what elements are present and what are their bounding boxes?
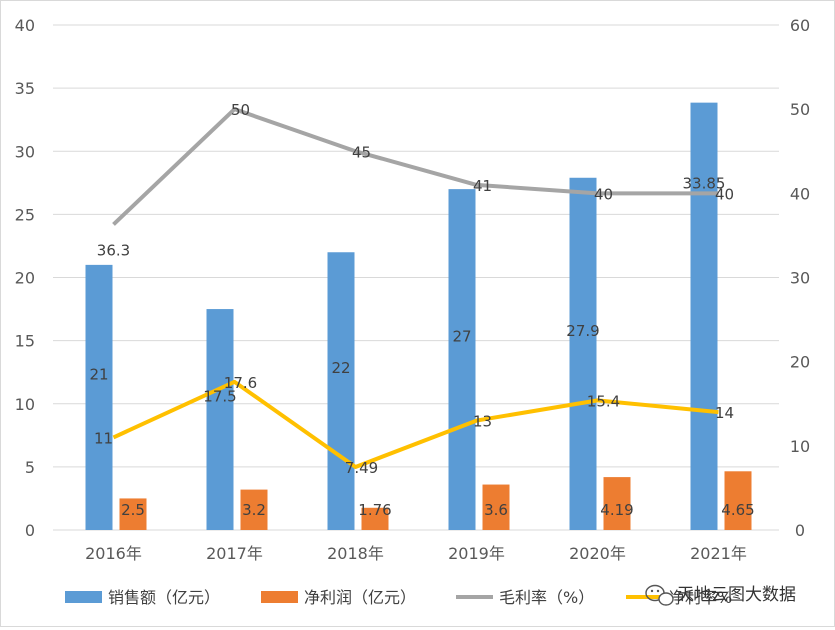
right-axis-ticks: 0 10 20 30 40 50 60 [790, 16, 810, 540]
data-label-sales: 22 [331, 359, 350, 377]
category-label: 2020年 [569, 544, 626, 563]
legend-label: 净利率% [669, 588, 732, 607]
data-label-profit: 1.76 [358, 501, 391, 519]
data-label-sales: 27.9 [566, 322, 599, 340]
legend-swatch [65, 591, 102, 603]
data-label-gross-margin: 45 [352, 143, 371, 161]
bar-sales [206, 309, 234, 530]
data-label-profit: 4.19 [600, 501, 633, 519]
right-tick-label: 10 [790, 437, 810, 456]
category-label: 2016年 [85, 544, 142, 563]
watermark: 天地云图大数据 [645, 584, 796, 606]
data-label-sales: 21 [89, 365, 108, 383]
category-label: 2017年 [206, 544, 263, 563]
data-label-net-margin: 11 [94, 429, 113, 447]
legend-item: 毛利率（%） [456, 588, 594, 607]
data-label-sales: 17.5 [203, 388, 236, 406]
left-tick-label: 5 [25, 458, 35, 477]
bar-profit [724, 471, 752, 530]
left-tick-label: 0 [25, 521, 35, 540]
right-tick-label: 50 [790, 100, 810, 119]
data-label-net-margin: 14 [715, 404, 734, 422]
right-tick-label: 30 [790, 269, 810, 288]
data-label-net-margin: 7.49 [345, 459, 378, 477]
left-tick-label: 35 [15, 79, 35, 98]
right-tick-label: 40 [790, 184, 810, 203]
right-tick-label: 20 [790, 353, 810, 372]
left-tick-label: 10 [15, 395, 35, 414]
data-label-gross-margin: 36.3 [97, 241, 130, 259]
left-axis-ticks: 0 5 10 15 20 25 30 35 40 [15, 16, 35, 540]
bar-profit [119, 498, 147, 530]
data-label-gross-margin: 50 [231, 101, 250, 119]
left-tick-label: 20 [15, 269, 35, 288]
category-label: 2021年 [690, 544, 747, 563]
lines [112, 107, 719, 469]
data-label-sales: 33.85 [683, 174, 726, 192]
category-label: 2018年 [327, 544, 384, 563]
bar-sales [448, 189, 476, 530]
data-label-profit: 4.65 [721, 501, 754, 519]
right-tick-label: 0 [795, 521, 805, 540]
legend-label: 净利润（亿元） [304, 588, 416, 607]
bar-profit [361, 507, 389, 530]
bar-sales [327, 252, 355, 530]
legend-label: 毛利率（%） [499, 588, 594, 607]
data-label-profit: 3.2 [242, 501, 266, 519]
data-label-sales: 27 [452, 328, 471, 346]
data-label-net-margin: 17.6 [224, 374, 257, 392]
legend-swatch [261, 591, 298, 603]
series-line-net-margin [112, 379, 719, 469]
category-labels: 2016年 2017年 2018年 2019年 2020年 2021年 [85, 544, 747, 563]
legend-label: 销售额（亿元） [108, 588, 220, 607]
bar-profit [240, 489, 268, 530]
left-tick-label: 40 [15, 16, 35, 35]
right-tick-label: 60 [790, 16, 810, 35]
left-tick-label: 30 [15, 142, 35, 161]
data-label-profit: 2.5 [121, 501, 145, 519]
bar-profit [482, 484, 510, 530]
data-label-profit: 3.6 [484, 501, 508, 519]
watermark-text: 天地云图大数据 [677, 585, 796, 605]
data-label-net-margin: 15.4 [587, 392, 620, 410]
bars [85, 102, 752, 531]
data-label-gross-margin: 41 [473, 177, 492, 195]
data-label-gross-margin: 40 [715, 185, 734, 203]
bar-sales [85, 264, 113, 530]
legend: 销售额（亿元） 净利润（亿元） 毛利率（%） 净利率% [65, 588, 732, 607]
legend-item: 净利润（亿元） [261, 588, 416, 607]
bar-sales [690, 102, 718, 531]
data-labels: 21 17.5 22 27 27.9 33.85 2.5 3.2 1.76 3.6 4.19 4.65… [89, 101, 754, 519]
legend-item: 净利率% [626, 588, 732, 607]
wechat-icon [645, 584, 674, 606]
gridlines [53, 24, 779, 531]
category-label: 2019年 [448, 544, 505, 563]
bar-profit [603, 477, 631, 530]
series-line-gross-margin [112, 107, 719, 226]
legend-item: 销售额（亿元） [65, 588, 220, 607]
data-label-gross-margin: 40 [594, 185, 613, 203]
left-tick-label: 15 [15, 332, 35, 351]
bar-sales [569, 177, 597, 530]
data-label-net-margin: 13 [473, 413, 492, 431]
left-tick-label: 25 [15, 205, 35, 224]
